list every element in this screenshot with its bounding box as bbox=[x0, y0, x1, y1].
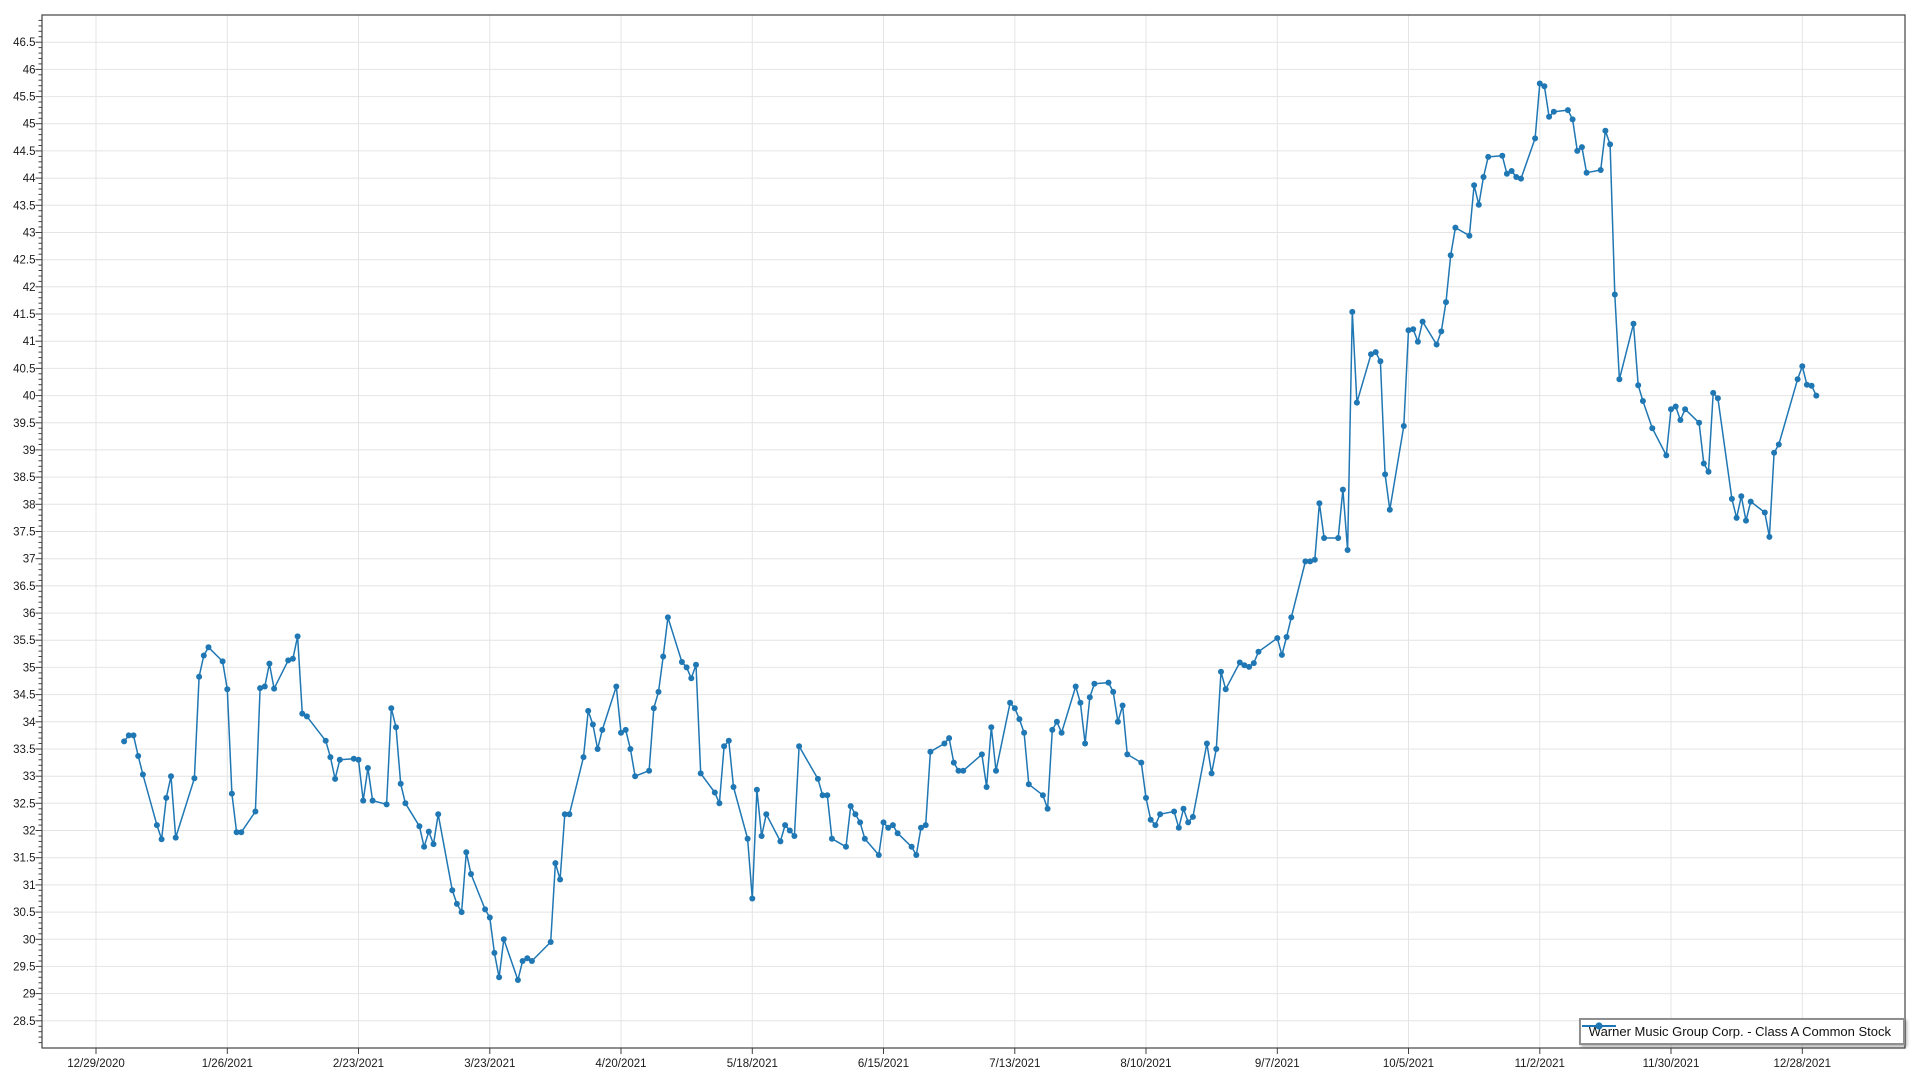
axis-ticks bbox=[35, 19, 1803, 1054]
svg-text:32: 32 bbox=[23, 826, 36, 838]
svg-text:36: 36 bbox=[23, 608, 36, 620]
svg-text:11/30/2021: 11/30/2021 bbox=[1643, 1058, 1700, 1070]
svg-text:33: 33 bbox=[23, 771, 36, 783]
svg-text:37: 37 bbox=[23, 554, 36, 566]
series-marker-icon bbox=[1581, 1022, 1616, 1030]
svg-text:37.5: 37.5 bbox=[13, 527, 35, 539]
plot-grid bbox=[42, 15, 1905, 1048]
svg-text:33.5: 33.5 bbox=[13, 744, 35, 756]
svg-text:40: 40 bbox=[23, 391, 36, 403]
svg-text:7/13/2021: 7/13/2021 bbox=[989, 1058, 1040, 1070]
svg-text:39.5: 39.5 bbox=[13, 418, 35, 430]
svg-text:44: 44 bbox=[23, 173, 36, 185]
svg-text:46.5: 46.5 bbox=[13, 37, 35, 49]
svg-text:42.5: 42.5 bbox=[13, 255, 35, 267]
svg-text:38.5: 38.5 bbox=[13, 472, 35, 484]
svg-text:12/28/2021: 12/28/2021 bbox=[1774, 1058, 1832, 1070]
x-axis-labels: 12/29/2020 1/26/2021 2/23/2021 3/23/2021 4/2… bbox=[67, 1058, 1831, 1070]
svg-text:31: 31 bbox=[23, 880, 36, 892]
svg-text:45: 45 bbox=[23, 119, 36, 131]
svg-text:29.5: 29.5 bbox=[13, 961, 35, 973]
svg-text:28.5: 28.5 bbox=[13, 1016, 35, 1028]
svg-text:1/26/2021: 1/26/2021 bbox=[202, 1058, 253, 1070]
svg-text:35.5: 35.5 bbox=[13, 635, 35, 647]
svg-text:4/20/2021: 4/20/2021 bbox=[595, 1058, 646, 1070]
svg-text:35: 35 bbox=[23, 662, 36, 674]
svg-text:10/5/2021: 10/5/2021 bbox=[1383, 1058, 1434, 1070]
svg-text:46: 46 bbox=[23, 64, 36, 76]
svg-text:5/18/2021: 5/18/2021 bbox=[727, 1058, 778, 1070]
svg-text:34.5: 34.5 bbox=[13, 690, 35, 702]
svg-text:41: 41 bbox=[23, 336, 36, 348]
svg-text:42: 42 bbox=[23, 282, 36, 294]
price-points bbox=[121, 80, 1820, 983]
svg-text:40.5: 40.5 bbox=[13, 363, 35, 375]
svg-text:41.5: 41.5 bbox=[13, 309, 35, 321]
svg-text:12/29/2020: 12/29/2020 bbox=[67, 1058, 125, 1070]
svg-text:43: 43 bbox=[23, 228, 36, 240]
svg-text:45.5: 45.5 bbox=[13, 92, 35, 104]
svg-text:38: 38 bbox=[23, 499, 36, 511]
svg-text:44.5: 44.5 bbox=[13, 146, 35, 158]
svg-text:39: 39 bbox=[23, 445, 36, 457]
svg-text:9/7/2021: 9/7/2021 bbox=[1255, 1058, 1300, 1070]
legend[interactable]: Warner Music Group Corp. - Class A Commo… bbox=[1578, 1018, 1905, 1045]
svg-text:8/10/2021: 8/10/2021 bbox=[1120, 1058, 1171, 1070]
svg-text:30: 30 bbox=[23, 934, 36, 946]
svg-text:31.5: 31.5 bbox=[13, 853, 35, 865]
svg-text:3/23/2021: 3/23/2021 bbox=[464, 1058, 515, 1070]
svg-text:34: 34 bbox=[23, 717, 36, 729]
svg-text:43.5: 43.5 bbox=[13, 200, 35, 212]
price-line bbox=[123, 82, 1817, 981]
svg-text:30.5: 30.5 bbox=[13, 907, 35, 919]
y-axis-labels: 28.5 29 29.5 30 30.5 31 31.5 32 32.5 33 33.5 34 34.5… bbox=[13, 37, 36, 1028]
series-label: Warner Music Group Corp. - Class A Commo… bbox=[1588, 1024, 1891, 1039]
svg-text:36.5: 36.5 bbox=[13, 581, 35, 593]
svg-text:11/2/2021: 11/2/2021 bbox=[1515, 1058, 1565, 1070]
svg-text:32.5: 32.5 bbox=[13, 798, 35, 810]
svg-text:29: 29 bbox=[23, 989, 36, 1001]
svg-text:2/23/2021: 2/23/2021 bbox=[333, 1058, 384, 1070]
svg-text:6/15/2021: 6/15/2021 bbox=[858, 1058, 909, 1070]
